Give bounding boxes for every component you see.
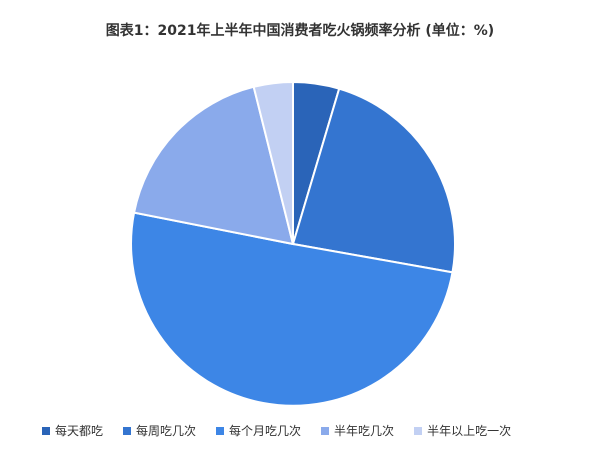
legend-label: 每周吃几次 bbox=[136, 424, 197, 438]
chart-title: 图表1：2021年上半年中国消费者吃火锅频率分析 (单位：%) bbox=[105, 23, 495, 39]
legend-swatch bbox=[123, 426, 132, 435]
legend-swatch bbox=[321, 426, 330, 435]
legend-item-5: 半年以上吃一次 bbox=[414, 422, 511, 439]
legend: 每天都吃 每周吃几次 每个月吃几次 半年吃几次 半年以上吃一次 bbox=[42, 422, 511, 439]
legend-label: 半年吃几次 bbox=[334, 424, 395, 438]
legend-label: 每个月吃几次 bbox=[229, 424, 302, 438]
legend-swatch bbox=[216, 426, 225, 435]
pie-slice-3 bbox=[130, 211, 454, 407]
legend-swatch bbox=[42, 426, 50, 435]
legend-swatch bbox=[414, 426, 423, 435]
legend-item-4: 半年吃几次 bbox=[321, 422, 394, 439]
legend-item-3: 每个月吃几次 bbox=[216, 422, 301, 439]
pie-slice-2 bbox=[291, 87, 456, 274]
pie-slice-4 bbox=[132, 85, 295, 246]
legend-item-2: 每周吃几次 bbox=[123, 422, 196, 439]
pie-slice-5 bbox=[252, 80, 294, 245]
legend-item-1: 每天都吃 bbox=[42, 422, 103, 439]
legend-label: 每天都吃 bbox=[55, 424, 104, 438]
legend-label: 半年以上吃一次 bbox=[427, 424, 512, 438]
